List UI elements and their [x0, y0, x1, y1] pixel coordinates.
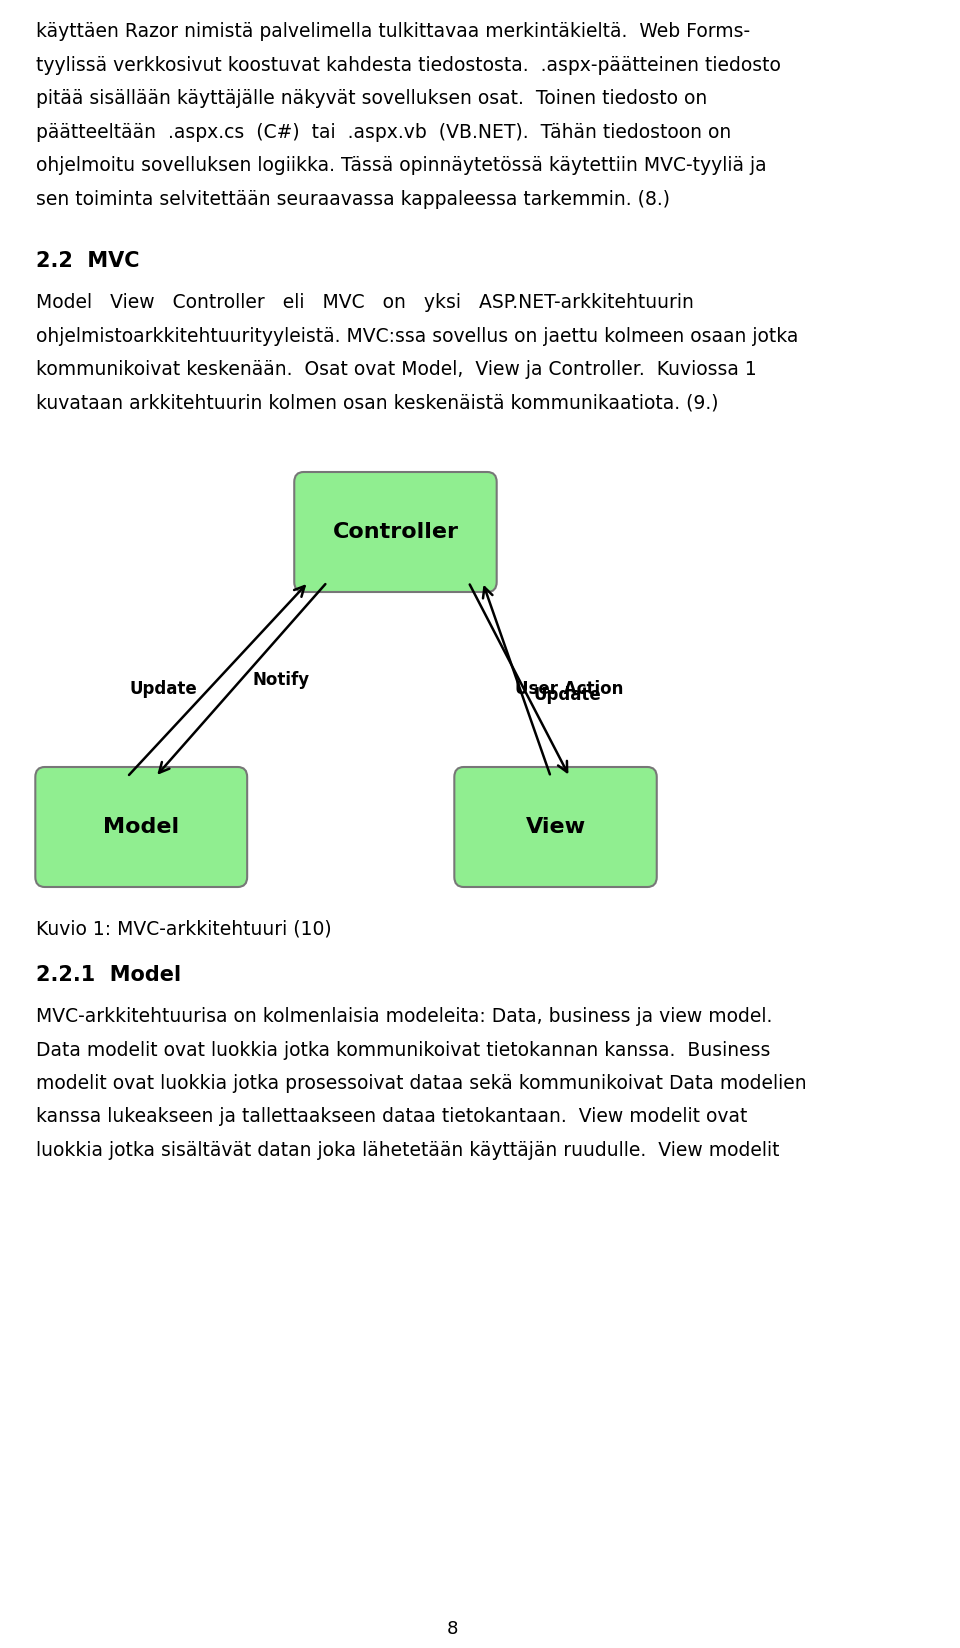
Text: modelit ovat luokkia jotka prosessoivat dataa sekä kommunikoivat Data modelien: modelit ovat luokkia jotka prosessoivat … — [36, 1074, 806, 1093]
FancyBboxPatch shape — [454, 766, 657, 887]
Text: 2.2.1  Model: 2.2.1 Model — [36, 966, 180, 986]
Text: tyylissä verkkosivut koostuvat kahdesta tiedostosta.  .aspx-päätteinen tiedosto: tyylissä verkkosivut koostuvat kahdesta … — [36, 56, 780, 74]
FancyBboxPatch shape — [295, 471, 496, 592]
Text: User Action: User Action — [515, 681, 623, 699]
Text: sen toiminta selvitettään seuraavassa kappaleessa tarkemmin. (8.): sen toiminta selvitettään seuraavassa ka… — [36, 190, 670, 209]
Text: käyttäen Razor nimistä palvelimella tulkittavaa merkintäkieltä.  Web Forms-: käyttäen Razor nimistä palvelimella tulk… — [36, 21, 750, 41]
Text: luokkia jotka sisältävät datan joka lähetetään käyttäjän ruudulle.  View modelit: luokkia jotka sisältävät datan joka lähe… — [36, 1140, 780, 1160]
Text: Update: Update — [534, 686, 601, 704]
Text: Controller: Controller — [332, 522, 459, 542]
Text: Notify: Notify — [252, 671, 310, 689]
Text: ohjelmistoarkkitehtuurityyleistä. MVC:ssa sovellus on jaettu kolmeen osaan jotka: ohjelmistoarkkitehtuurityyleistä. MVC:ss… — [36, 326, 798, 346]
Text: 8: 8 — [446, 1620, 458, 1638]
Text: päätteeltään  .aspx.cs  (C#)  tai  .aspx.vb  (VB.NET).  Tähän tiedostoon on: päätteeltään .aspx.cs (C#) tai .aspx.vb … — [36, 122, 731, 142]
Text: MVC-arkkitehtuurisa on kolmenlaisia modeleita: Data, business ja view model.: MVC-arkkitehtuurisa on kolmenlaisia mode… — [36, 1007, 772, 1027]
Text: pitää sisällään käyttäjälle näkyvät sovelluksen osat.  Toinen tiedosto on: pitää sisällään käyttäjälle näkyvät sove… — [36, 89, 707, 109]
Text: ohjelmoitu sovelluksen logiikka. Tässä opinnäytetössä käytettiin MVC-tyyliä ja: ohjelmoitu sovelluksen logiikka. Tässä o… — [36, 157, 766, 175]
Text: Model   View   Controller   eli   MVC   on   yksi   ASP.NET-arkkitehtuurin: Model View Controller eli MVC on yksi AS… — [36, 293, 694, 311]
Text: kommunikoivat keskenään.  Osat ovat Model,  View ja Controller.  Kuviossa 1: kommunikoivat keskenään. Osat ovat Model… — [36, 359, 756, 379]
Text: 2.2  MVC: 2.2 MVC — [36, 250, 139, 270]
Text: kanssa lukeakseen ja tallettaakseen dataa tietokantaan.  View modelit ovat: kanssa lukeakseen ja tallettaakseen data… — [36, 1107, 747, 1127]
Text: Model: Model — [103, 817, 180, 837]
Text: Data modelit ovat luokkia jotka kommunikoivat tietokannan kanssa.  Business: Data modelit ovat luokkia jotka kommunik… — [36, 1040, 770, 1060]
FancyBboxPatch shape — [36, 766, 247, 887]
Text: Kuvio 1: MVC-arkkitehtuuri (10): Kuvio 1: MVC-arkkitehtuuri (10) — [36, 920, 331, 938]
Text: kuvataan arkkitehtuurin kolmen osan keskenäistä kommunikaatiota. (9.): kuvataan arkkitehtuurin kolmen osan kesk… — [36, 394, 718, 412]
Text: Update: Update — [130, 681, 198, 699]
Text: View: View — [525, 817, 586, 837]
